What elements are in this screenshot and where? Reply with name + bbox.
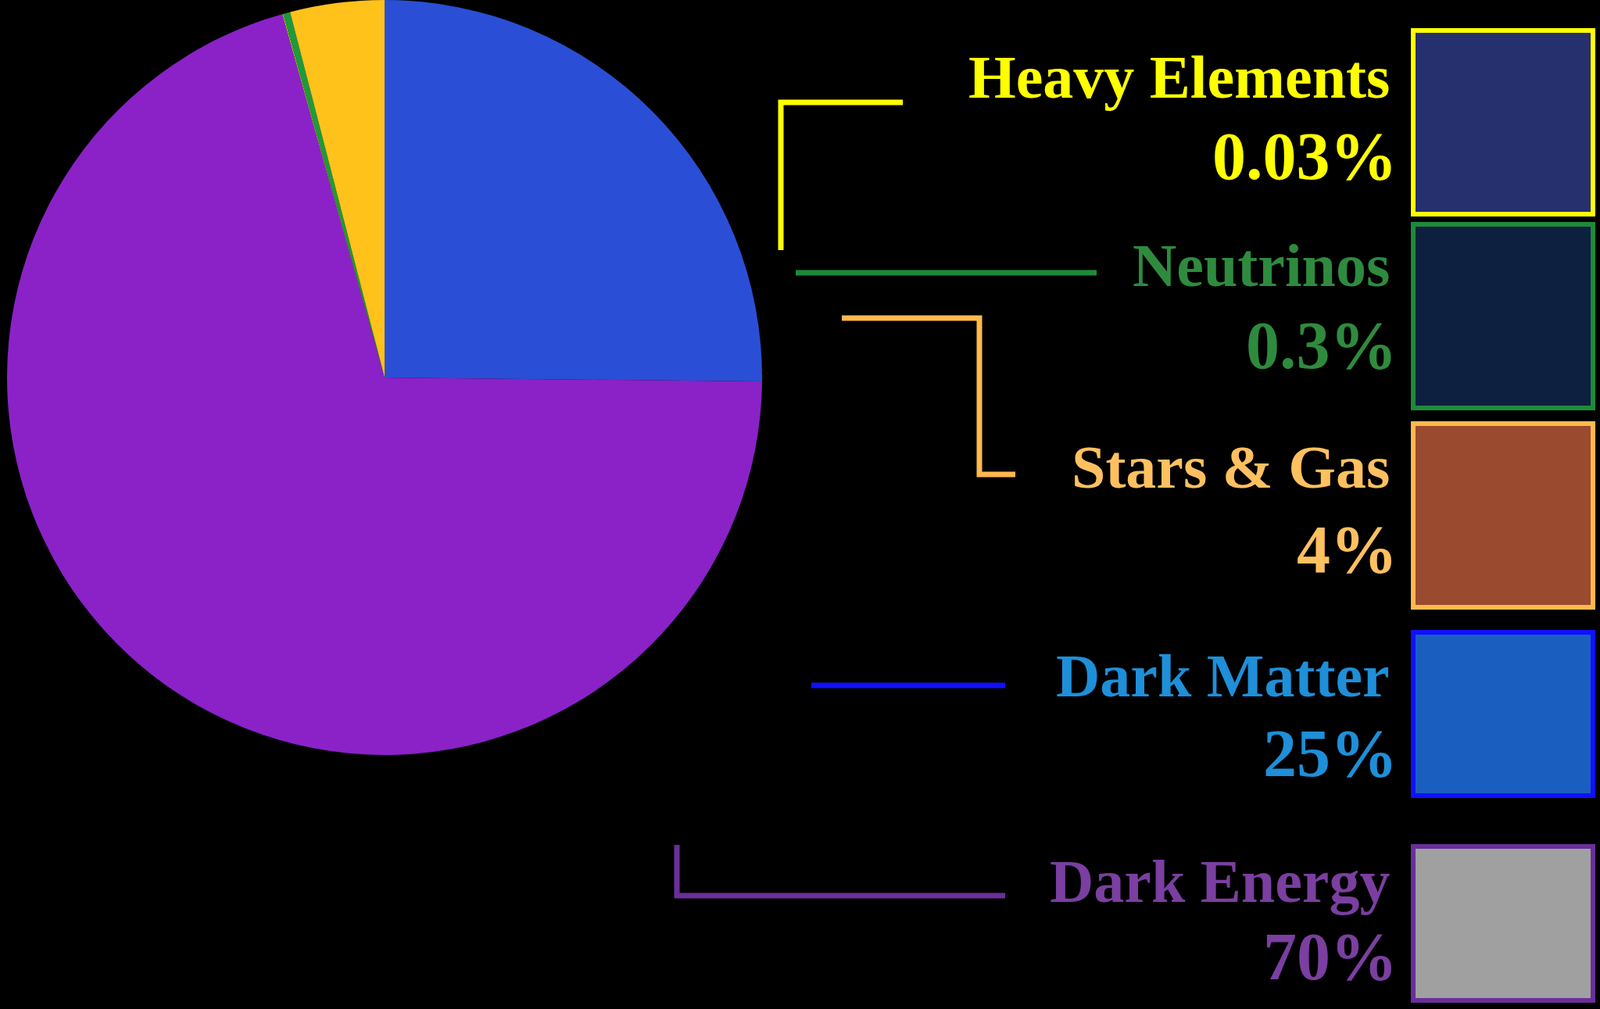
svg-text:Dark Matter: Dark Matter (1055, 641, 1390, 710)
svg-text:Heavy Elements: Heavy Elements (968, 42, 1390, 111)
svg-text:Dark Energy: Dark Energy (1049, 847, 1390, 916)
svg-text:25%: 25% (1263, 715, 1398, 792)
svg-text:70%: 70% (1263, 919, 1398, 995)
svg-text:4%: 4% (1296, 511, 1398, 588)
svg-text:0.03%: 0.03% (1212, 118, 1398, 194)
svg-text:0.3%: 0.3% (1245, 307, 1398, 383)
svg-text:Neutrinos: Neutrinos (1132, 231, 1390, 300)
svg-text:Stars & Gas: Stars & Gas (1071, 433, 1390, 502)
